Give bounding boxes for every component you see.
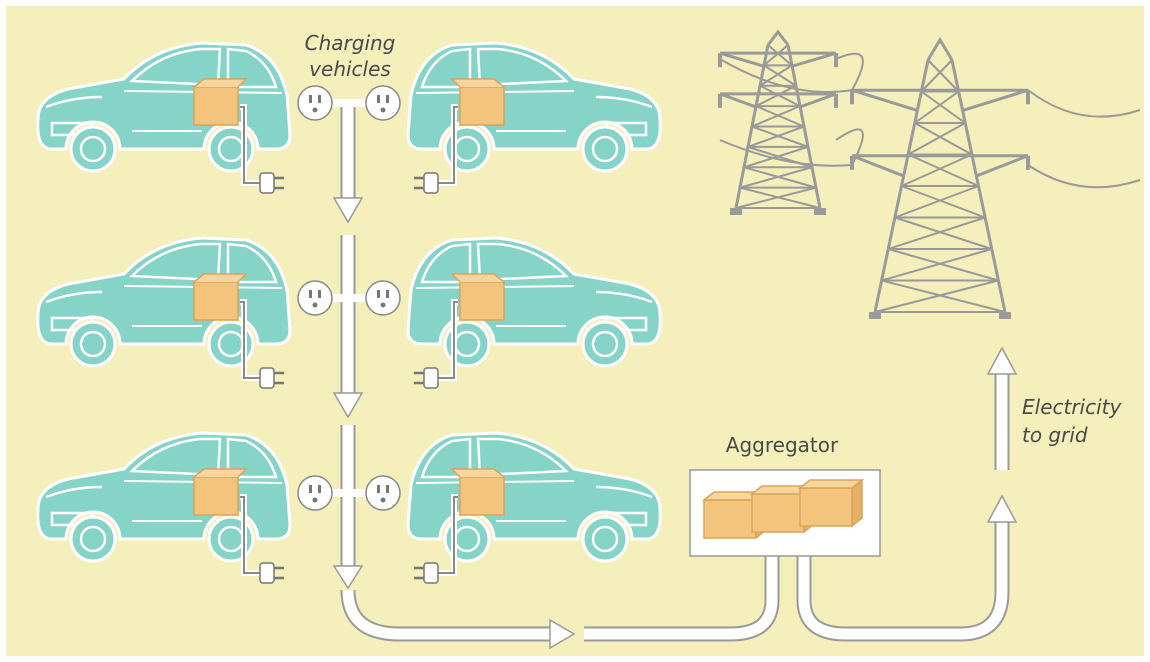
tower-footing (730, 208, 742, 215)
aggregator-label: Aggregator (726, 433, 839, 457)
charging-label: vehicles (309, 57, 391, 81)
tower-footing (999, 312, 1011, 319)
outlet (366, 86, 400, 120)
outlet (298, 476, 332, 510)
outlet (366, 476, 400, 510)
tower-footing (869, 312, 881, 319)
grid-label: Electricity (1022, 395, 1123, 419)
outlet (298, 86, 332, 120)
outlet (366, 281, 400, 315)
diagram: Aggregator Charging vehicles Electricity… (0, 0, 1150, 662)
tower-footing (814, 208, 826, 215)
outlet (298, 281, 332, 315)
charging-label: Charging (305, 31, 396, 55)
battery (800, 480, 862, 526)
grid-label: to grid (1022, 423, 1088, 447)
